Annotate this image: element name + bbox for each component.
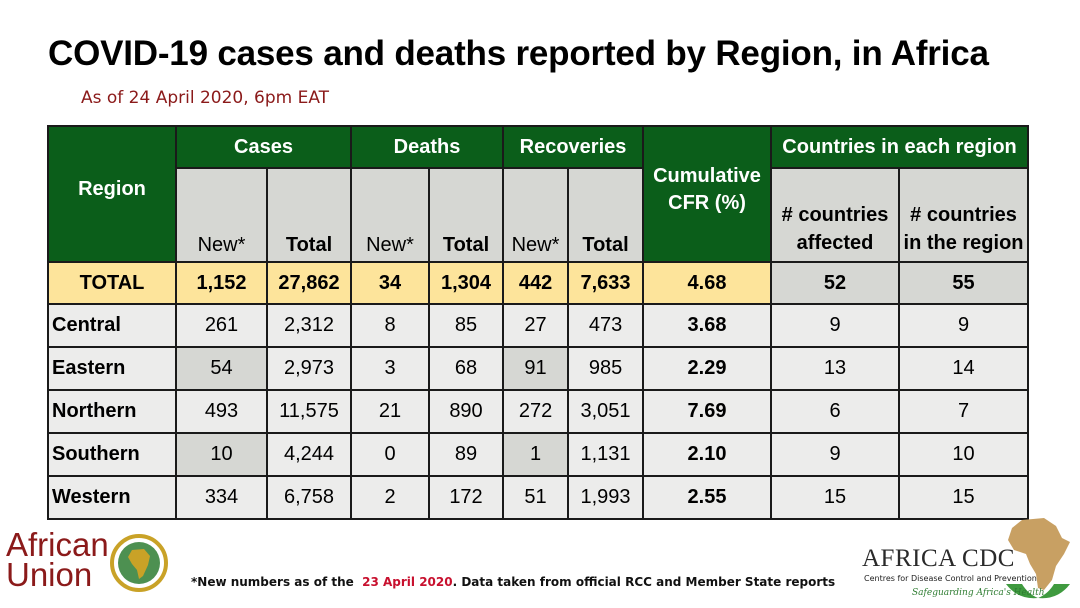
cfr: 2.29 [642, 346, 773, 391]
rec-new: 272 [502, 389, 570, 434]
rec-new: 27 [502, 303, 570, 348]
deaths-total: 68 [427, 346, 505, 391]
africa-map-icon [1006, 518, 1070, 599]
deaths-new: 2 [350, 475, 430, 520]
deaths-total: 890 [427, 389, 505, 434]
cases-total: 4,244 [266, 432, 352, 477]
cfr: 7.69 [642, 389, 773, 434]
countries-in-region: 9 [898, 303, 1030, 348]
countries-affected: 9 [770, 303, 901, 348]
table-row: Eastern 54 2,973 3 68 91 985 2.29 13 14 [47, 346, 1030, 391]
subheader-rec-new: New* [502, 167, 570, 263]
countries-affected: 9 [770, 432, 901, 477]
region-name: Central [47, 303, 177, 348]
subheader-cases-new: New* [175, 167, 268, 263]
cdc-subtitle: Centres for Disease Control and Preventi… [864, 574, 1037, 583]
total-cfr: 4.68 [642, 261, 773, 305]
total-rec-new: 442 [502, 261, 570, 305]
countries-in-region: 14 [898, 346, 1030, 391]
cases-new: 261 [175, 303, 268, 348]
region-table: Region Cases Deaths Recoveries Cumulativ… [47, 125, 1030, 520]
cfr: 2.55 [642, 475, 773, 520]
deaths-new: 3 [350, 346, 430, 391]
page-title: COVID-19 cases and deaths reported by Re… [48, 34, 989, 73]
rec-total: 3,051 [567, 389, 645, 434]
countries-in-region: 15 [898, 475, 1030, 520]
africa-cdc-logo: AFRICA CDC Centres for Disease Control a… [862, 514, 1076, 606]
rec-total: 1,131 [567, 432, 645, 477]
cases-new: 334 [175, 475, 268, 520]
table-row: Central 261 2,312 8 85 27 473 3.68 9 9 [47, 303, 1030, 348]
subheader-deaths-new: New* [350, 167, 430, 263]
total-in-region: 55 [898, 261, 1030, 305]
footnote-date: 23 April 2020 [362, 575, 453, 589]
cfr: 2.10 [642, 432, 773, 477]
total-deaths-total: 1,304 [427, 261, 505, 305]
deaths-total: 89 [427, 432, 505, 477]
au-logo-line2: Union [6, 556, 93, 593]
rec-total: 473 [567, 303, 645, 348]
header-deaths: Deaths [349, 125, 505, 169]
rec-new: 51 [502, 475, 570, 520]
cases-total: 11,575 [266, 389, 352, 434]
cdc-tagline: Safeguarding Africa's Health [912, 588, 1045, 598]
rec-new: 91 [502, 346, 570, 391]
total-rec-total: 7,633 [567, 261, 645, 305]
deaths-new: 8 [350, 303, 430, 348]
subheader-in-region: # countries in the region [898, 167, 1030, 263]
table-row: Southern 10 4,244 0 89 1 1,131 2.10 9 10 [47, 432, 1030, 477]
deaths-total: 172 [427, 475, 505, 520]
footnote-prefix: *New numbers as of the [191, 575, 354, 589]
rec-total: 1,993 [567, 475, 645, 520]
cases-total: 2,312 [266, 303, 352, 348]
au-logo-line1: African [6, 526, 109, 563]
cases-new: 493 [175, 389, 268, 434]
region-name: Western [47, 475, 177, 520]
countries-affected: 13 [770, 346, 901, 391]
rec-new: 1 [502, 432, 570, 477]
subheader-deaths-total: Total [427, 167, 505, 263]
cases-new: 54 [175, 346, 268, 391]
subheader-cases-total: Total [266, 167, 352, 263]
table-row: Western 334 6,758 2 172 51 1,993 2.55 15… [47, 475, 1030, 520]
header-recoveries: Recoveries [502, 125, 645, 169]
region-name: Eastern [47, 346, 177, 391]
header-cfr: Cumulative CFR (%) [642, 125, 773, 263]
cfr: 3.68 [642, 303, 773, 348]
header-region: Region [47, 125, 177, 263]
deaths-new: 0 [350, 432, 430, 477]
deaths-total: 85 [427, 303, 505, 348]
total-label: TOTAL [47, 261, 177, 305]
footnote: *New numbers as of the 23 April 2020. Da… [191, 575, 835, 589]
deaths-new: 21 [350, 389, 430, 434]
subheader-rec-total: Total [567, 167, 645, 263]
countries-in-region: 7 [898, 389, 1030, 434]
cases-total: 2,973 [266, 346, 352, 391]
subheader-affected: # countries affected [770, 167, 901, 263]
table-row: Northern 493 11,575 21 890 272 3,051 7.6… [47, 389, 1030, 434]
table-row-total: TOTAL 1,152 27,862 34 1,304 442 7,633 4.… [47, 261, 1030, 305]
total-affected: 52 [770, 261, 901, 305]
cdc-title: AFRICA CDC [862, 545, 1015, 572]
countries-affected: 15 [770, 475, 901, 520]
region-name: Northern [47, 389, 177, 434]
au-emblem-icon [110, 534, 168, 592]
cases-new: 10 [175, 432, 268, 477]
total-cases-new: 1,152 [175, 261, 268, 305]
page-subtitle: As of 24 April 2020, 6pm EAT [81, 88, 330, 108]
cases-total: 6,758 [266, 475, 352, 520]
countries-in-region: 10 [898, 432, 1030, 477]
countries-affected: 6 [770, 389, 901, 434]
header-cases: Cases [175, 125, 352, 169]
total-deaths-new: 34 [350, 261, 430, 305]
region-name: Southern [47, 432, 177, 477]
footnote-suffix: . Data taken from official RCC and Membe… [452, 575, 836, 589]
total-cases-total: 27,862 [266, 261, 352, 305]
rec-total: 985 [567, 346, 645, 391]
header-countries: Countries in each region [770, 125, 1030, 169]
african-union-logo: African Union [6, 526, 168, 593]
